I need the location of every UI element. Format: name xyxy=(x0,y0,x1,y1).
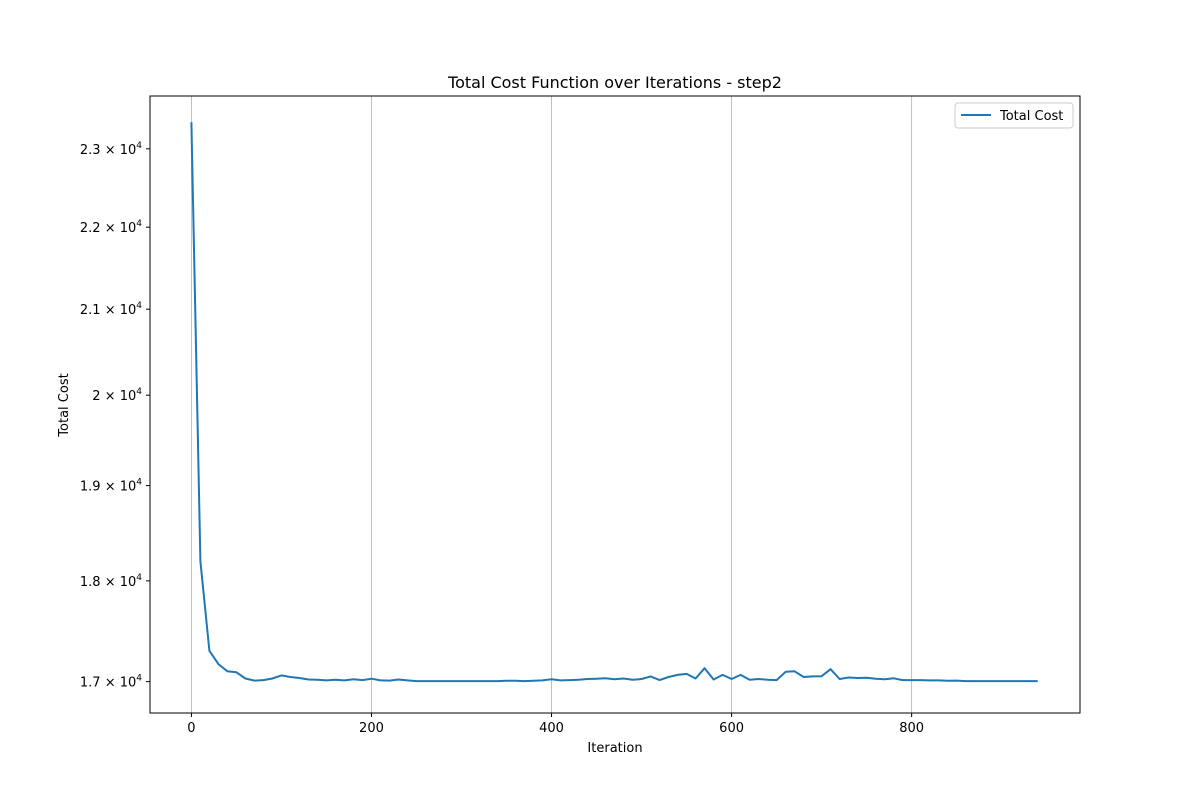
y-tick-label: 1.8 × 104 xyxy=(80,573,142,590)
y-axis-label: Total Cost xyxy=(57,373,72,437)
x-tick-label: 200 xyxy=(359,721,384,736)
y-axis-ticks: 1.7 × 104 1.8 × 104 1.9 × 104 2 × 104 2.1 × … xyxy=(80,141,150,691)
legend-label: Total Cost xyxy=(999,109,1063,124)
grid-lines xyxy=(191,96,913,713)
series-line-total-cost xyxy=(190,122,1038,683)
series-layer xyxy=(190,122,1038,683)
x-axis-ticks: 0 200 400 600 800 xyxy=(187,713,924,736)
plot-area-frame xyxy=(149,95,1081,714)
x-tick-label: 800 xyxy=(899,721,924,736)
chart-title: Total Cost Function over Iterations - st… xyxy=(447,73,782,92)
y-tick-label: 2.3 × 104 xyxy=(80,141,142,158)
legend-box xyxy=(954,102,1074,129)
x-axis-label: Iteration xyxy=(587,741,642,756)
y-tick-label: 2.1 × 104 xyxy=(80,301,142,318)
y-tick-label: 2 × 104 xyxy=(92,387,142,404)
x-tick-label: 600 xyxy=(719,721,744,736)
legend: Total Cost xyxy=(954,102,1074,129)
y-tick-label: 2.2 × 104 xyxy=(80,219,142,236)
x-tick-label: 0 xyxy=(187,721,195,736)
y-tick-label: 1.9 × 104 xyxy=(80,478,142,495)
y-tick-label: 1.7 × 104 xyxy=(80,674,142,691)
x-tick-label: 400 xyxy=(539,721,564,736)
